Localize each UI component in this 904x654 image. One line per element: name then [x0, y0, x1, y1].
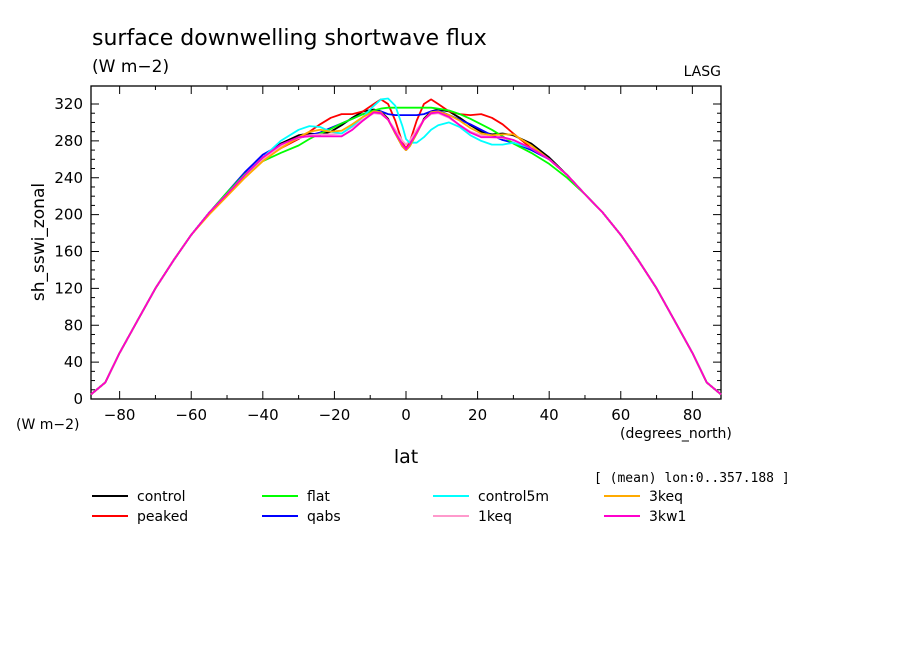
legend-label-flat: flat — [307, 489, 330, 505]
x-tick-label: 80 — [683, 406, 702, 424]
x-tick-label: 40 — [540, 406, 559, 424]
legend-label-3kw1: 3kw1 — [649, 509, 686, 525]
legend-label-control: control — [137, 489, 186, 505]
series-line-qabs — [90, 109, 722, 396]
x-axis-label: lat — [394, 446, 418, 468]
axis-ticks — [91, 86, 721, 400]
y-axis-units: (W m−2) — [16, 417, 80, 433]
chart-subtitle: (W m−2) — [92, 57, 169, 77]
y-tick-label: 80 — [64, 316, 83, 334]
y-tick-label: 40 — [64, 353, 83, 371]
x-tick-label: −80 — [104, 406, 136, 424]
chart-title: surface downwelling shortwave flux — [92, 26, 487, 51]
series-line-3kw1 — [90, 111, 722, 396]
x-tick-label: 20 — [468, 406, 487, 424]
y-tick-labels: 0 40 80 120 160 200 240 280 320 — [54, 95, 83, 408]
y-axis-label: sh_sswi_zonal — [29, 183, 49, 301]
source-tag: LASG — [684, 64, 721, 80]
mean-note: [ (mean) lon:0..357.188 ] — [594, 471, 790, 486]
series-line-3keq — [90, 110, 722, 396]
series-line-control — [90, 108, 722, 396]
series-lines — [90, 97, 722, 396]
legend-label-1keq: 1keq — [478, 509, 512, 525]
series-line-1keq — [90, 112, 722, 396]
y-tick-label: 200 — [54, 206, 83, 224]
y-tick-label: 160 — [54, 243, 83, 261]
x-tick-labels: −80 −60 −40 −20 0 20 40 60 80 — [104, 406, 702, 424]
legend: control flat control5m 3keq peaked qabs 1keq 3k… — [92, 489, 686, 525]
x-tick-label: −20 — [319, 406, 351, 424]
legend-label-3keq: 3keq — [649, 489, 683, 505]
legend-label-peaked: peaked — [137, 509, 188, 525]
x-tick-label: −60 — [175, 406, 207, 424]
series-line-control5m — [90, 97, 722, 396]
y-tick-label: 120 — [54, 279, 83, 297]
y-tick-label: 280 — [54, 132, 83, 150]
x-axis-units: (degrees_north) — [620, 426, 732, 442]
legend-label-control5m: control5m — [478, 489, 549, 505]
y-tick-label: 240 — [54, 169, 83, 187]
legend-label-qabs: qabs — [307, 509, 341, 525]
y-tick-label: 320 — [54, 95, 83, 113]
x-tick-label: 60 — [611, 406, 630, 424]
y-tick-label: 0 — [73, 390, 83, 408]
x-tick-label: 0 — [401, 406, 411, 424]
x-tick-label: −40 — [247, 406, 279, 424]
